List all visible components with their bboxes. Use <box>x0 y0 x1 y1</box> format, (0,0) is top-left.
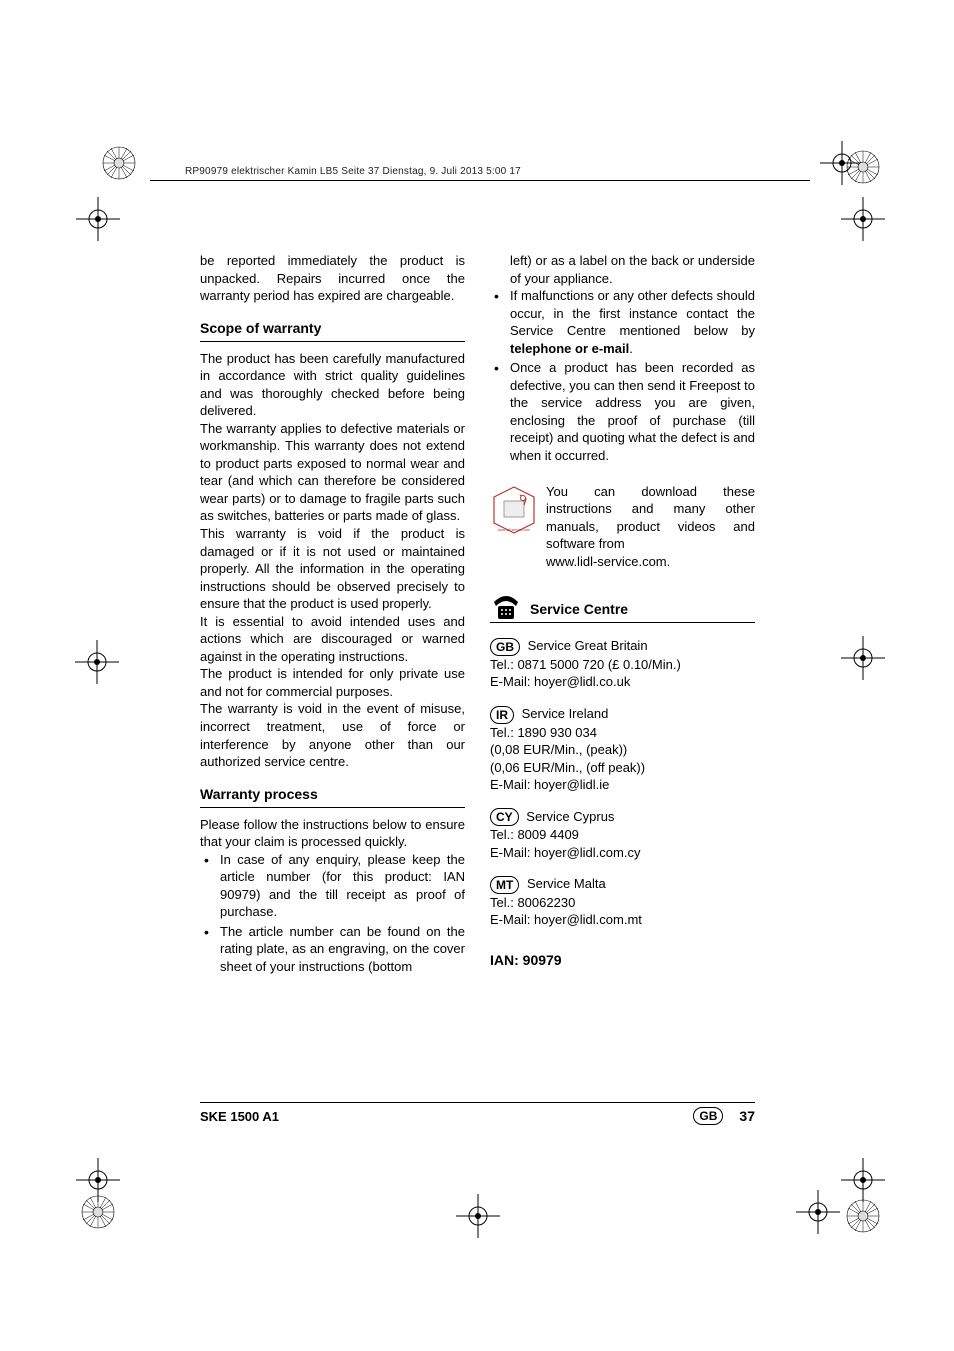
scope-heading: Scope of warranty <box>200 319 465 338</box>
heading-rule <box>490 622 755 623</box>
page-footer: SKE 1500 A1 GB 37 <box>200 1102 755 1125</box>
cont-para: left) or as a label on the back or under… <box>490 252 755 287</box>
registration-mark <box>841 145 885 189</box>
scope-p6: The warranty is void in the event of mis… <box>200 700 465 770</box>
registration-mark <box>796 1190 840 1234</box>
registration-mark <box>841 1194 885 1238</box>
download-text: You can download these instructions and … <box>546 483 755 571</box>
registration-mark <box>97 141 141 185</box>
scope-p5: The product is intended for only private… <box>200 665 465 700</box>
list-item: The article number can be found on the r… <box>200 923 465 976</box>
country-code-badge: GB <box>490 638 520 656</box>
service-name: Service Great Britain <box>524 638 648 653</box>
scope-p2: The warranty applies to defective materi… <box>200 420 465 525</box>
service-line: Tel.: 80062230 <box>490 894 755 912</box>
registration-mark <box>75 640 119 684</box>
service-entry: MT Service Malta Tel.: 80062230E-Mail: ho… <box>490 875 755 929</box>
service-line: (0,08 EUR/Min., (peak)) <box>490 741 755 759</box>
registration-mark <box>76 1190 120 1234</box>
service-name: Service Ireland <box>518 706 608 721</box>
left-column: be reported immediately the product is u… <box>200 252 465 977</box>
list-item: Once a product has been recorded as defe… <box>490 359 755 464</box>
header-rule <box>150 180 810 181</box>
intro-para: be reported immediately the product is u… <box>200 252 465 305</box>
country-code-badge: MT <box>490 876 519 894</box>
ian-number: IAN: 90979 <box>490 951 755 970</box>
service-entry: CY Service Cyprus Tel.: 8009 4409E-Mail: … <box>490 808 755 862</box>
right-column: left) or as a label on the back or under… <box>490 252 755 977</box>
content-area: be reported immediately the product is u… <box>200 252 755 977</box>
registration-mark <box>456 1194 500 1238</box>
service-name: Service Malta <box>523 876 605 891</box>
country-code-badge: IR <box>490 706 514 724</box>
service-line: E-Mail: hoyer@lidl.ie <box>490 776 755 794</box>
service-line: Tel.: 0871 5000 720 (£ 0.10/Min.) <box>490 656 755 674</box>
list-item: If malfunctions or any other defects sho… <box>490 287 755 357</box>
service-name: Service Cyprus <box>523 809 615 824</box>
service-line: E-Mail: hoyer@lidl.com.cy <box>490 844 755 862</box>
service-line: E-Mail: hoyer@lidl.com.mt <box>490 911 755 929</box>
scope-p1: The product has been carefully manufactu… <box>200 350 465 420</box>
footer-country-badge: GB <box>693 1107 723 1125</box>
registration-mark <box>841 197 885 241</box>
download-block: www.lidl-service.com You can download th… <box>490 483 755 571</box>
heading-rule <box>200 807 465 808</box>
service-line: E-Mail: hoyer@lidl.co.uk <box>490 673 755 691</box>
footer-model: SKE 1500 A1 <box>200 1109 279 1124</box>
print-header: RP90979 elektrischer Kamin LB5 Seite 37 … <box>185 166 521 177</box>
phone-icon <box>490 592 522 622</box>
page-number: 37 <box>739 1108 755 1124</box>
country-code-badge: CY <box>490 808 519 826</box>
download-icon: www.lidl-service.com <box>490 483 538 571</box>
service-block: Service Centre GB Service Great Britain T… <box>490 592 755 970</box>
service-entry: IR Service IrelandTel.: 1890 930 034(0,0… <box>490 705 755 794</box>
svg-text:www.lidl-service.com: www.lidl-service.com <box>498 528 531 532</box>
service-line: Tel.: 8009 4409 <box>490 826 755 844</box>
service-heading: Service Centre <box>530 600 755 619</box>
right-bullet-list: If malfunctions or any other defects sho… <box>490 287 755 464</box>
service-line: Tel.: 1890 930 034 <box>490 724 755 742</box>
registration-mark <box>841 636 885 680</box>
process-intro: Please follow the instructions below to … <box>200 816 465 851</box>
service-line: (0,06 EUR/Min., (off peak)) <box>490 759 755 777</box>
service-entry: GB Service Great Britain Tel.: 0871 5000 … <box>490 637 755 691</box>
registration-mark <box>76 197 120 241</box>
process-bullet-list: In case of any enquiry, please keep the … <box>200 851 465 976</box>
heading-rule <box>200 341 465 342</box>
process-heading: Warranty process <box>200 785 465 804</box>
scope-p3: This warranty is void if the product is … <box>200 525 465 613</box>
list-item: In case of any enquiry, please keep the … <box>200 851 465 921</box>
scope-p4: It is essential to avoid intended uses a… <box>200 613 465 666</box>
